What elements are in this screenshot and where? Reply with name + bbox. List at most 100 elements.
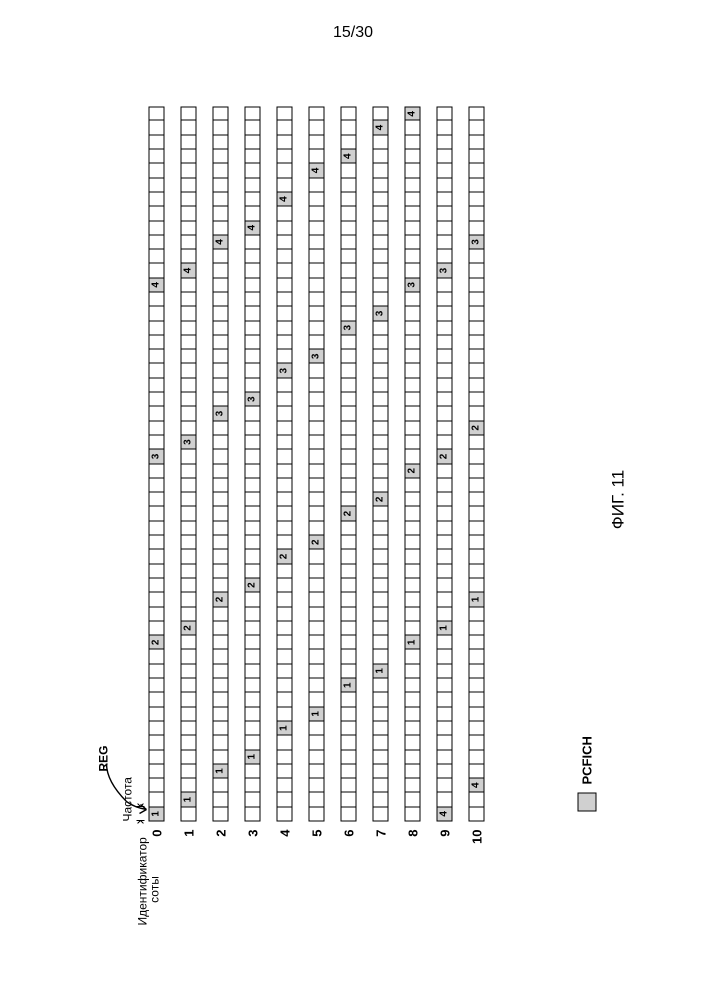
grid-cell	[276, 478, 292, 492]
grid-cell	[340, 178, 356, 192]
grid-cell	[212, 721, 228, 735]
grid-cell	[244, 421, 260, 435]
grid-cell	[212, 107, 228, 121]
grid-cell	[340, 350, 356, 364]
grid-cell: 2	[308, 536, 324, 550]
grid-row: 1234	[212, 107, 228, 822]
grid-cell	[212, 707, 228, 721]
grid-cell	[180, 521, 196, 535]
grid-cell	[340, 393, 356, 407]
grid-cell	[212, 650, 228, 664]
grid-cell	[372, 250, 388, 264]
grid-row: 1234	[148, 107, 164, 822]
grid-cell	[436, 679, 452, 693]
grid-cell	[308, 478, 324, 492]
row-label: 4	[277, 830, 292, 852]
grid-cell	[372, 693, 388, 707]
grid-cell	[468, 350, 484, 364]
grid-cell	[276, 807, 292, 821]
grid-cell	[404, 264, 420, 278]
grid-cell: 2	[148, 636, 164, 650]
grid-cell	[244, 593, 260, 607]
grid-cell	[404, 593, 420, 607]
grid-cell	[404, 221, 420, 235]
grid-cell	[180, 779, 196, 793]
grid-cell	[308, 564, 324, 578]
grid-cell	[308, 407, 324, 421]
grid-cell	[180, 536, 196, 550]
legend-label-pcfich: PCFICH	[579, 736, 594, 784]
grid-cell	[404, 536, 420, 550]
grid-cell	[468, 393, 484, 407]
row-label: 8	[405, 830, 420, 852]
grid-cell	[212, 307, 228, 321]
grid-cell	[308, 464, 324, 478]
figure-caption: ФИГ. 11	[608, 80, 628, 920]
grid-cell	[148, 578, 164, 592]
grid-cell	[212, 207, 228, 221]
grid-cell	[308, 364, 324, 378]
grid-cell	[372, 750, 388, 764]
grid-cell	[436, 164, 452, 178]
grid-cell	[372, 736, 388, 750]
grid-cell	[180, 393, 196, 407]
grid-cell	[244, 464, 260, 478]
grid-cell	[340, 607, 356, 621]
grid-row: 1234	[180, 107, 196, 822]
grid-cell	[180, 507, 196, 521]
grid-cell	[372, 164, 388, 178]
grid-cell	[404, 350, 420, 364]
grid-cell	[212, 779, 228, 793]
grid-cell	[276, 407, 292, 421]
grid-cell	[276, 621, 292, 635]
grid-cell	[212, 536, 228, 550]
grid-cell	[340, 779, 356, 793]
grid-cell	[244, 378, 260, 392]
grid-cell	[372, 335, 388, 349]
grid-cell	[276, 521, 292, 535]
grid-cell	[148, 693, 164, 707]
grid-cell	[372, 350, 388, 364]
grid-cell: 3	[180, 435, 196, 449]
grid-cell	[212, 693, 228, 707]
grid-cell	[180, 121, 196, 135]
grid-cell	[468, 307, 484, 321]
grid-cell	[148, 464, 164, 478]
grid-cell	[212, 793, 228, 807]
grid-cell	[308, 750, 324, 764]
grid-cell	[180, 207, 196, 221]
grid-cell	[244, 621, 260, 635]
grid-row: 1234	[340, 107, 356, 822]
grid-cell	[212, 121, 228, 135]
grid-cell	[308, 450, 324, 464]
grid-cell	[436, 721, 452, 735]
grid-cell	[404, 421, 420, 435]
grid-cell	[180, 307, 196, 321]
grid-cell	[180, 321, 196, 335]
grid-cell	[372, 235, 388, 249]
grid-cell	[276, 693, 292, 707]
grid-cell: 1	[404, 636, 420, 650]
grid-cell: 1	[372, 664, 388, 678]
grid-cell	[180, 564, 196, 578]
grid-cell	[404, 750, 420, 764]
grid-cell	[308, 393, 324, 407]
grid-cell	[340, 250, 356, 264]
grid-cell	[212, 807, 228, 821]
grid-cell	[212, 607, 228, 621]
grid-cell	[276, 507, 292, 521]
grid-cell	[468, 321, 484, 335]
grid-cell	[340, 521, 356, 535]
grid-cell	[372, 293, 388, 307]
grid-cell	[244, 321, 260, 335]
grid-cell	[340, 578, 356, 592]
grid-cell	[212, 550, 228, 564]
grid-cell	[276, 736, 292, 750]
grid-cell	[436, 578, 452, 592]
grid-cell	[148, 393, 164, 407]
grid-cell	[276, 536, 292, 550]
grid-cell	[308, 178, 324, 192]
grid-cell	[180, 192, 196, 206]
page: 15/30 Идентификатор соты Частота REG	[0, 0, 706, 999]
grid-cell	[244, 536, 260, 550]
